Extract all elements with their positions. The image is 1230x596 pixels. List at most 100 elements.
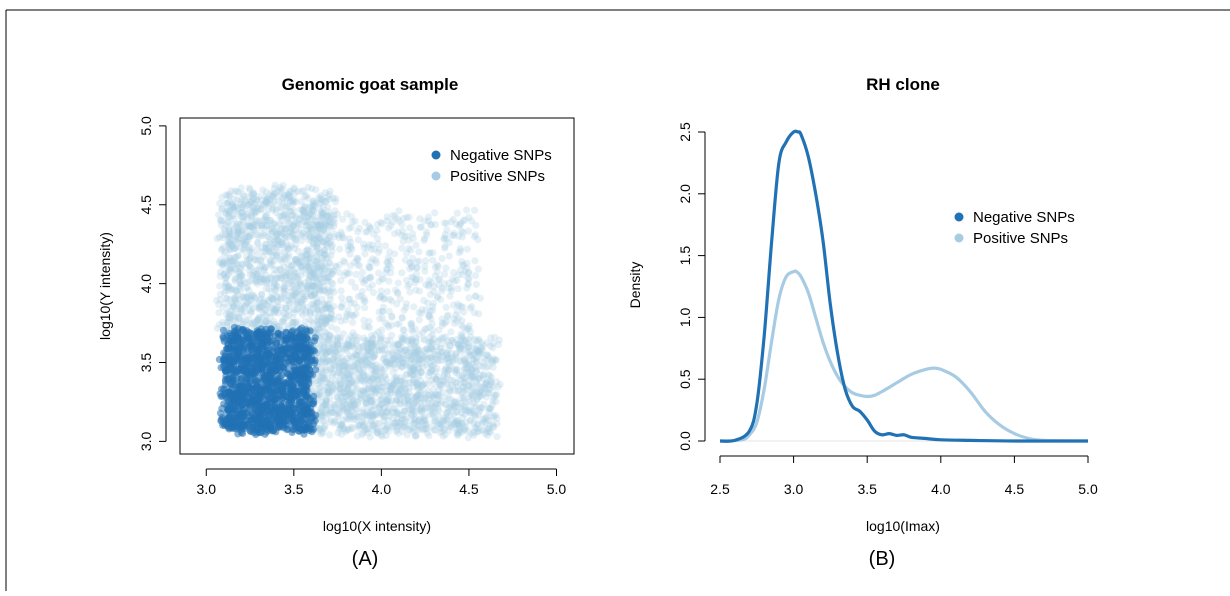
panel-a-scatter-point	[418, 359, 427, 367]
panel-a-scatter-point	[229, 212, 237, 220]
panel-a-scatter-point	[450, 269, 458, 277]
panel-a-scatter-point	[443, 226, 451, 234]
panel-a-scatter-point	[487, 381, 495, 389]
panel-a-scatter-point	[295, 344, 303, 352]
panel-a-scatter-point	[248, 301, 256, 309]
panel-a-scatter-point	[290, 185, 298, 193]
panel-a-scatter-point	[304, 408, 312, 417]
panel-a-scatter-point	[217, 246, 225, 254]
panel-a-scatter-point	[218, 216, 226, 224]
panel-a-scatter-point	[422, 324, 431, 333]
panel-a-points	[213, 181, 504, 442]
panel-a-scatter-point	[251, 207, 259, 215]
panel-a-scatter-point	[213, 324, 221, 332]
panel-a-scatter-point	[388, 381, 396, 389]
panel-a-scatter-point	[236, 198, 244, 206]
panel-a-scatter-point	[420, 296, 428, 304]
panel-a-scatter-point	[449, 215, 457, 223]
panel-a-scatter-point	[280, 287, 288, 295]
panel-a-scatter-point	[365, 241, 373, 249]
panel-b: RH clone 2.5 3.0 3.5 4.0 4.5 5.0 0.00.51.01.5…	[627, 75, 1098, 570]
panel-a-scatter-point	[337, 287, 345, 295]
panel-a-scatter-point	[240, 293, 248, 301]
panel-a-scatter-point	[266, 279, 274, 287]
panel-a-scatter-point	[254, 221, 262, 229]
panel-a-scatter-point	[323, 289, 331, 297]
panel-a-scatter-point	[226, 244, 234, 252]
panel-a-scatter-point	[293, 220, 301, 228]
panel-a-scatter-point	[309, 212, 317, 220]
panel-a-scatter-point	[381, 399, 389, 407]
panel-a-scatter-point	[373, 220, 382, 229]
panel-a-scatter-point	[279, 383, 287, 391]
panel-a-scatter-point	[235, 314, 243, 322]
panel-a-scatter-point	[453, 209, 461, 217]
panel-a-scatter-point	[324, 357, 332, 365]
panel-a-scatter-point	[219, 321, 227, 329]
panel-a-scatter-point	[225, 239, 234, 247]
panel-a-scatter-point	[305, 316, 314, 324]
panel-a-scatter-point	[304, 183, 312, 191]
panel-a-scatter-point	[277, 241, 285, 249]
panel-a-scatter-point	[367, 377, 375, 386]
panel-a-scatter-point	[275, 187, 283, 195]
panel-a-scatter-point	[319, 273, 327, 281]
panel-a-scatter-point	[305, 259, 314, 267]
panel-a-scatter-point	[333, 325, 341, 334]
panel-a-scatter-point	[313, 264, 321, 272]
panel-a-scatter-point	[303, 218, 311, 226]
panel-a-scatter-point	[352, 270, 360, 278]
panel-a-scatter-point	[273, 305, 281, 313]
panel-a-scatter-point	[337, 317, 345, 325]
panel-a-scatter-point	[262, 212, 270, 220]
panel-a-scatter-point	[328, 285, 336, 293]
panel-a-scatter-point	[331, 207, 339, 215]
panel-a-scatter-point	[307, 260, 315, 268]
panel-a-scatter-point	[220, 270, 228, 278]
panel-a-scatter-point	[475, 310, 483, 318]
panel-a-scatter-point	[234, 210, 242, 218]
panel-a-scatter-point	[308, 237, 316, 245]
panel-a-y-tick-label: 5.0	[138, 116, 154, 136]
panel-a-scatter-point	[474, 265, 482, 273]
panel-a-scatter-point	[276, 272, 284, 280]
panel-a-scatter-point	[239, 215, 247, 223]
panel-a-scatter-point	[308, 268, 316, 276]
panel-a-scatter-point	[361, 304, 369, 312]
panel-b-legend-label: Negative SNPs	[973, 209, 1075, 226]
panel-a-scatter-point	[278, 257, 286, 265]
panel-a-scatter-point	[466, 304, 474, 312]
panel-a-scatter-point	[318, 260, 326, 268]
panel-a-scatter-point	[253, 272, 262, 281]
panel-a-scatter-point	[320, 225, 328, 233]
panel-a-scatter-point	[442, 219, 450, 228]
panel-a-scatter-point	[356, 262, 364, 270]
panel-a-scatter-point	[279, 294, 287, 302]
panel-a-scatter-point	[244, 237, 252, 245]
panel-a-scatter-point	[383, 288, 391, 296]
panel-a-scatter-point	[423, 345, 431, 353]
panel-a-scatter-point	[277, 274, 285, 282]
panel-a-scatter-point	[256, 313, 264, 321]
panel-a-scatter-point	[218, 261, 227, 269]
panel-a-scatter-point	[411, 416, 419, 424]
panel-a-scatter-point	[340, 272, 348, 280]
panel-a-scatter-point	[279, 193, 287, 201]
panel-a-scatter-point	[248, 223, 256, 231]
panel-a-scatter-point	[407, 321, 416, 330]
panel-a-scatter-point	[235, 394, 243, 402]
panel-a-scatter-point	[302, 222, 311, 230]
panel-a-scatter-point	[260, 267, 268, 275]
panel-a-scatter-point	[235, 313, 243, 321]
panel-a-scatter-point	[412, 349, 420, 357]
panel-a-scatter-point	[440, 270, 448, 278]
panel-a-scatter-point	[457, 342, 465, 350]
panel-a-scatter-point	[322, 401, 330, 409]
panel-a-scatter-point	[285, 307, 293, 315]
panel-a-x-tick-label: 5.0	[547, 481, 567, 497]
panel-a-scatter-point	[283, 232, 291, 240]
panel-a-scatter-point	[224, 219, 232, 227]
panel-a-scatter-point	[261, 317, 270, 325]
panel-a-scatter-point	[237, 227, 245, 235]
panel-a-scatter-point	[306, 309, 314, 317]
